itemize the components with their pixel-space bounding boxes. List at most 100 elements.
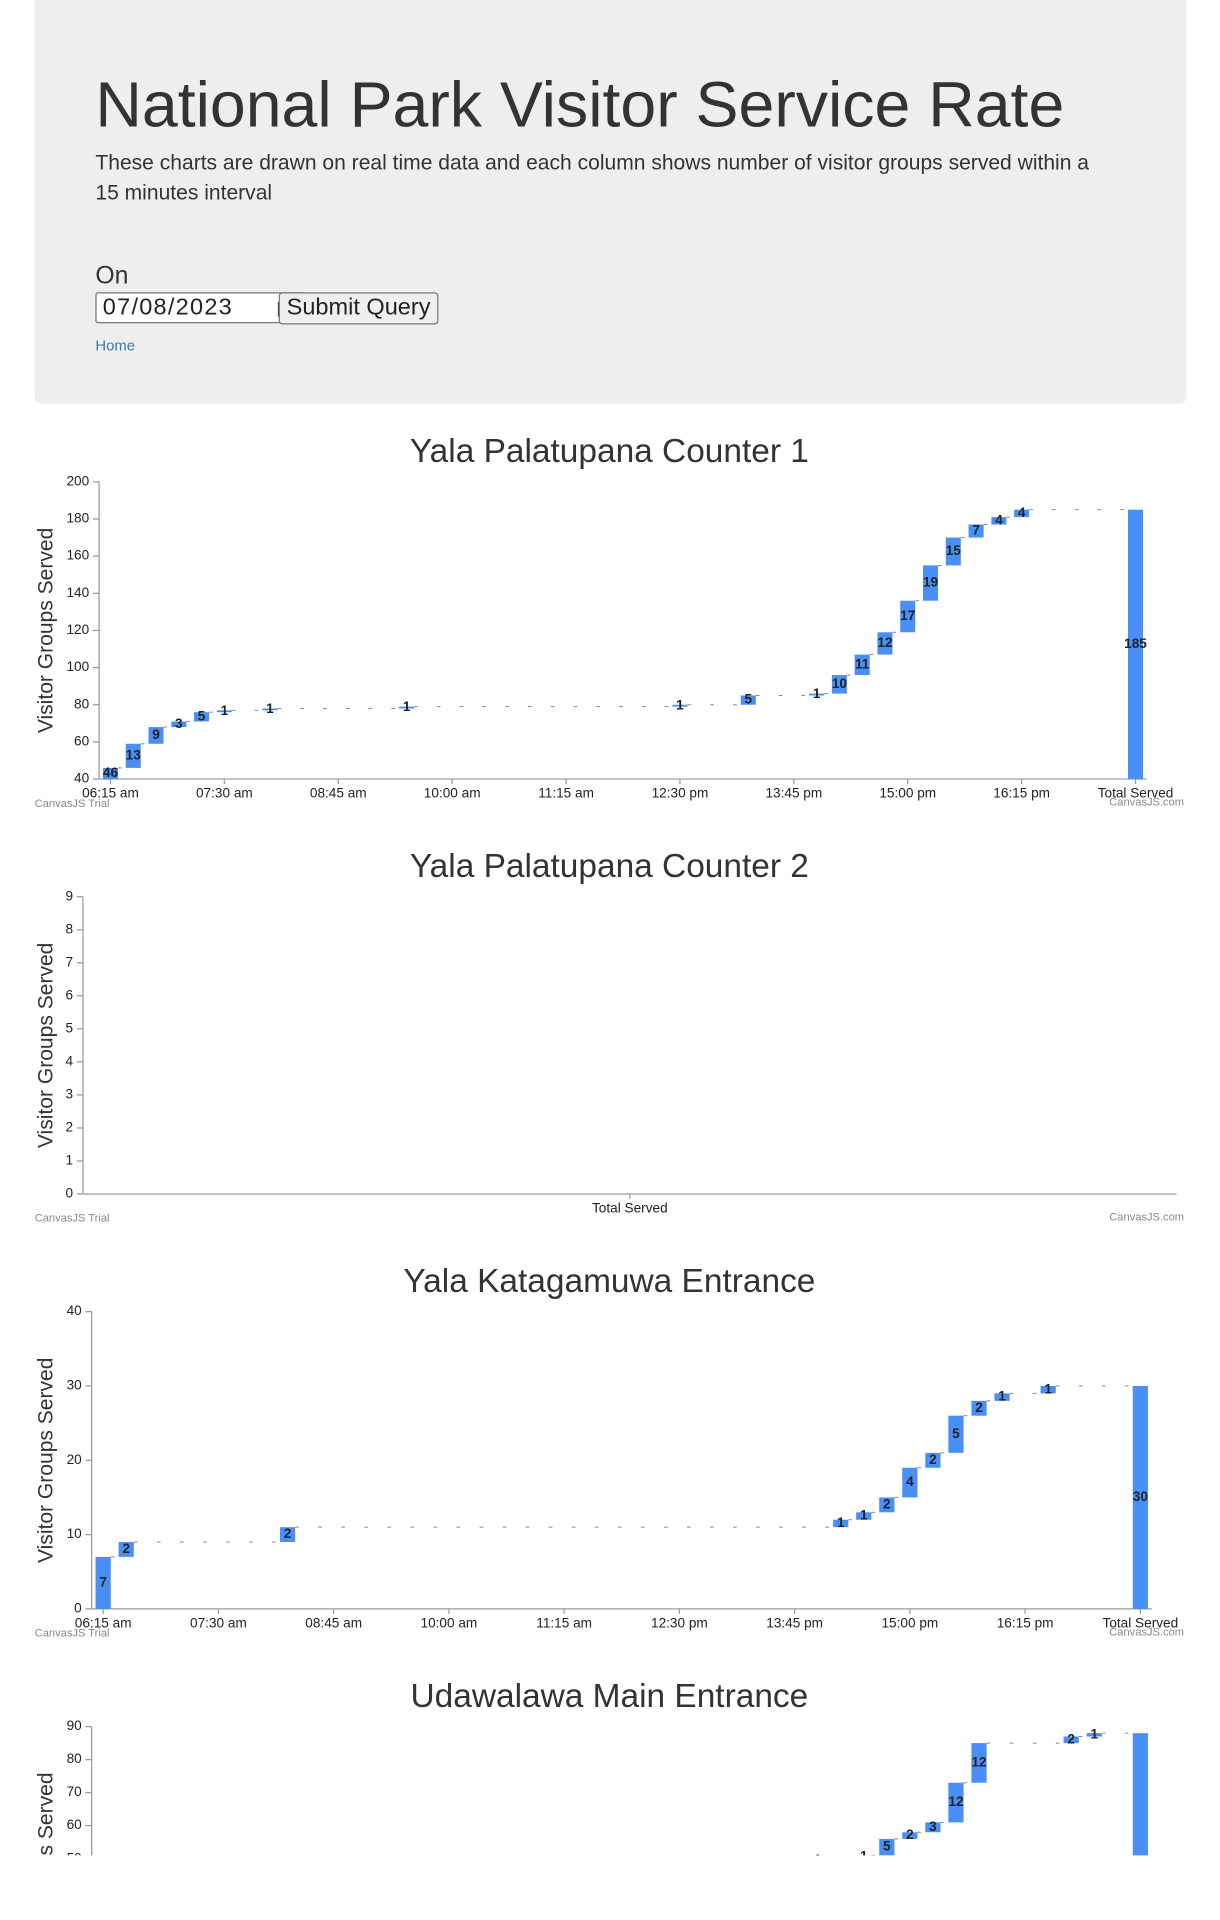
bar — [902, 1832, 918, 1839]
chart-title: Udawalawa Main Entrance — [411, 1678, 809, 1715]
bar-label: 1 — [403, 699, 411, 714]
x-tick-label: 11:15 am — [538, 786, 594, 801]
y-tick-label: 0 — [65, 1186, 73, 1201]
credit-right: CanvasJS.com — [1109, 1211, 1184, 1223]
bar — [1040, 1385, 1056, 1394]
bar — [809, 693, 825, 696]
bar — [102, 767, 118, 780]
bar — [879, 1497, 895, 1513]
x-tick-label: 06:15 am — [75, 1615, 132, 1630]
y-tick-label: 80 — [74, 696, 90, 711]
bar-label: 2 — [122, 1541, 130, 1556]
bar-label: 1 — [813, 686, 821, 701]
credit-left: CanvasJS Trial — [35, 798, 110, 810]
bar-label: 5 — [952, 1426, 960, 1441]
y-tick-label: 90 — [67, 1718, 83, 1733]
x-tick-label: 13:45 pm — [765, 786, 822, 801]
bar — [877, 632, 893, 655]
y-tick-label: 8 — [65, 921, 73, 936]
bar-label: 2 — [975, 1400, 983, 1415]
bar-label: 1 — [814, 1852, 822, 1855]
credit-left: CanvasJS Trial — [35, 1213, 110, 1225]
y-tick-label: 60 — [74, 734, 90, 749]
date-value: 07/08/2023 — [102, 294, 233, 321]
bar-label: 3 — [929, 1819, 937, 1834]
bar-label: 11 — [855, 656, 870, 671]
date-label: On — [95, 262, 129, 290]
x-tick-label: 16:15 pm — [993, 786, 1050, 801]
home-link[interactable]: Home — [95, 336, 136, 355]
bar — [833, 1519, 849, 1528]
bar-label: 2 — [284, 1526, 292, 1541]
y-axis-title: Visitor Groups Served — [35, 528, 58, 734]
chart-title: Yala Palatupana Counter 2 — [410, 848, 809, 885]
bar — [1086, 1733, 1102, 1737]
total-bar — [1132, 1385, 1148, 1609]
date-input[interactable]: 07/08/2023 — [95, 292, 304, 324]
y-tick-label: 1 — [65, 1153, 73, 1168]
bar — [994, 1393, 1010, 1401]
y-tick-label: 6 — [65, 987, 73, 1002]
x-tick-label: 15:00 pm — [881, 1615, 938, 1630]
y-tick-label: 180 — [66, 511, 89, 526]
page-title: National Park Visitor Service Rate — [95, 69, 1065, 142]
bar — [968, 524, 984, 538]
bar-label: 1 — [1090, 1726, 1098, 1741]
bar-label: 17 — [900, 608, 915, 623]
bar — [95, 1556, 111, 1609]
y-tick-label: 200 — [66, 473, 89, 488]
bar-label: 1 — [860, 1508, 868, 1523]
bar-label: 7 — [972, 523, 980, 538]
description: These charts are drawn on real time data… — [95, 151, 1090, 205]
bar — [902, 1467, 918, 1498]
y-tick-label: 7 — [65, 954, 73, 969]
chart: Udawalawa Main Entrance Visitor Groups Se… — [35, 1678, 1148, 1856]
total-bar — [1128, 509, 1144, 780]
bar-label: 12 — [948, 1794, 964, 1809]
y-tick-label: 60 — [67, 1817, 83, 1832]
y-tick-label: 70 — [67, 1784, 83, 1799]
bar-label: 4 — [1018, 505, 1026, 520]
bar-label: 1 — [837, 1515, 845, 1530]
total-bar — [1132, 1733, 1148, 1856]
y-axis-title: Visitor Groups Served — [35, 943, 58, 1148]
y-tick-label: 120 — [66, 622, 89, 637]
x-tick-label: 08:45 am — [305, 1615, 362, 1630]
bar — [948, 1782, 964, 1823]
x-tick-label: 08:45 am — [310, 786, 367, 801]
y-tick-label: 0 — [74, 1601, 82, 1616]
y-tick-label: 20 — [67, 1452, 83, 1467]
bar — [925, 1452, 941, 1468]
bar-label: 2 — [1067, 1731, 1075, 1746]
bar-label: 4 — [995, 512, 1003, 527]
bar — [900, 600, 916, 633]
bar — [854, 654, 870, 676]
bar-label: 3 — [175, 716, 183, 731]
bar-label: 1 — [998, 1389, 1006, 1404]
y-tick-label: 40 — [74, 771, 90, 786]
bar-label: 5 — [198, 708, 206, 723]
x-tick-label: 15:00 pm — [879, 786, 936, 801]
bar — [923, 565, 939, 601]
y-tick-label: 2 — [65, 1120, 73, 1135]
bar-label: 5 — [745, 692, 753, 707]
y-tick-label: 50 — [67, 1850, 83, 1855]
y-tick-label: 9 — [65, 888, 73, 903]
bar-label: 4 — [906, 1474, 914, 1489]
y-tick-label: 80 — [67, 1751, 83, 1766]
submit-button[interactable]: Submit Query — [278, 292, 439, 325]
bar — [262, 708, 278, 711]
x-tick-label: Total Served — [592, 1200, 668, 1215]
y-tick-label: 40 — [67, 1303, 83, 1318]
y-tick-label: 3 — [65, 1086, 73, 1101]
bar — [879, 1838, 895, 1856]
bar-label: 1 — [266, 701, 274, 716]
bar — [279, 1527, 296, 1543]
x-tick-label: 11:15 am — [536, 1615, 592, 1630]
bar-label: 7 — [99, 1574, 107, 1589]
bar-label: 1 — [1044, 1381, 1052, 1396]
credit-left: CanvasJS Trial — [35, 1628, 110, 1640]
bar — [856, 1512, 872, 1520]
